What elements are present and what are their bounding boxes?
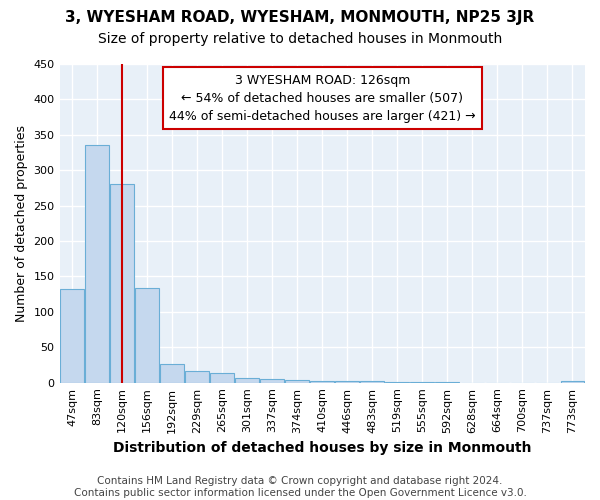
Text: 3, WYESHAM ROAD, WYESHAM, MONMOUTH, NP25 3JR: 3, WYESHAM ROAD, WYESHAM, MONMOUTH, NP25… [65,10,535,25]
Text: 3 WYESHAM ROAD: 126sqm
← 54% of detached houses are smaller (507)
44% of semi-de: 3 WYESHAM ROAD: 126sqm ← 54% of detached… [169,74,476,122]
Bar [60,289,84,382]
Text: Size of property relative to detached houses in Monmouth: Size of property relative to detached ho… [98,32,502,46]
Bar [310,380,334,382]
Bar [286,380,309,382]
Text: Contains HM Land Registry data © Crown copyright and database right 2024.
Contai: Contains HM Land Registry data © Crown c… [74,476,526,498]
Bar [185,370,209,382]
Bar [135,288,159,382]
Bar [260,379,284,382]
Bar [85,146,109,382]
Bar [235,378,259,382]
Bar [210,374,234,382]
Bar [110,184,134,382]
Y-axis label: Number of detached properties: Number of detached properties [15,125,28,322]
Bar [160,364,184,382]
X-axis label: Distribution of detached houses by size in Monmouth: Distribution of detached houses by size … [113,441,532,455]
